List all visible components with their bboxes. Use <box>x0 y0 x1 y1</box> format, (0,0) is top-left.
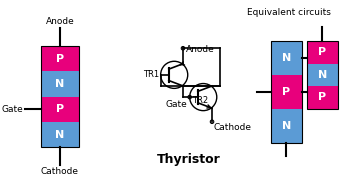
Text: N: N <box>55 130 65 140</box>
Text: Equivalent circuits: Equivalent circuits <box>247 8 330 17</box>
Bar <box>307 86 338 109</box>
Bar <box>307 41 338 64</box>
Bar <box>307 64 338 86</box>
Text: N: N <box>282 53 291 63</box>
Bar <box>271 109 302 143</box>
Bar <box>41 97 79 122</box>
Text: Thyristor: Thyristor <box>157 152 221 166</box>
Text: Anode: Anode <box>46 17 75 26</box>
Text: P: P <box>318 92 326 102</box>
Text: Cathode: Cathode <box>41 167 79 176</box>
Text: N: N <box>282 121 291 131</box>
Bar <box>271 75 302 109</box>
Text: Gate: Gate <box>1 105 23 114</box>
Bar <box>41 71 79 97</box>
Bar <box>271 41 302 75</box>
Text: TR1: TR1 <box>143 70 159 79</box>
Text: P: P <box>56 104 64 114</box>
Text: N: N <box>55 79 65 89</box>
Text: P: P <box>282 87 291 97</box>
Text: N: N <box>318 70 327 80</box>
Text: TR2: TR2 <box>192 96 208 105</box>
Bar <box>41 46 79 147</box>
Bar <box>307 41 338 109</box>
Text: Cathode: Cathode <box>214 123 252 132</box>
Text: Anode: Anode <box>186 45 215 54</box>
Text: P: P <box>56 53 64 64</box>
Text: Gate: Gate <box>166 100 188 109</box>
Bar <box>41 46 79 71</box>
Text: P: P <box>318 47 326 57</box>
Bar <box>271 41 302 143</box>
Bar <box>41 122 79 147</box>
